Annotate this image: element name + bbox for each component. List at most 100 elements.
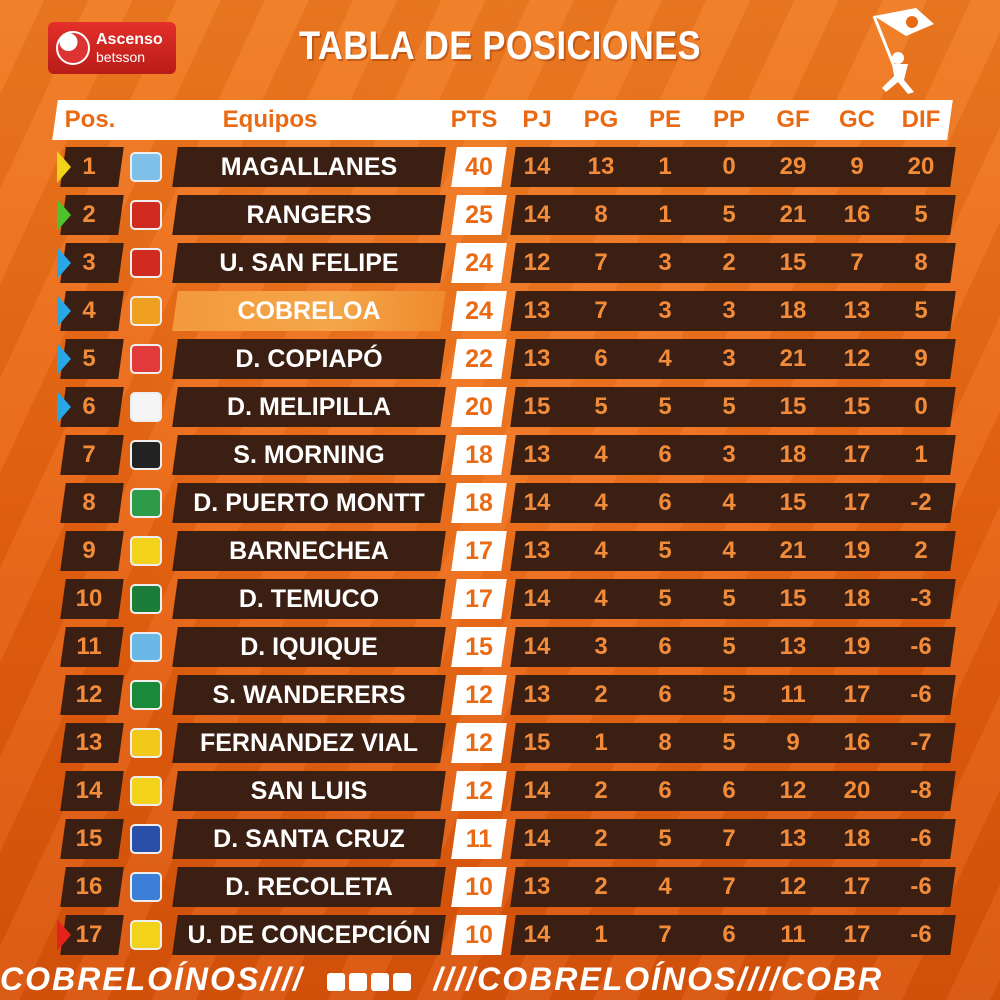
twitter-icon[interactable] bbox=[348, 972, 367, 991]
header-pts: PTS bbox=[450, 106, 498, 133]
stat-gf: 15 bbox=[779, 393, 807, 420]
team-crest-icon bbox=[130, 776, 162, 806]
stat-pj: 14 bbox=[523, 921, 551, 948]
stat-pe: 6 bbox=[658, 681, 672, 708]
stat-pe: 5 bbox=[658, 393, 672, 420]
stat-pe: 7 bbox=[658, 921, 672, 948]
stat-gf: 21 bbox=[779, 201, 807, 228]
stat-pg: 1 bbox=[594, 921, 608, 948]
stat-gf: 21 bbox=[779, 345, 807, 372]
table-row: 3 U. SAN FELIPE 24 12 7 3 2 15 7 8 bbox=[0, 243, 1000, 283]
stat-gf: 15 bbox=[779, 585, 807, 612]
footer-left-text: COBRELOÍNOS//// bbox=[0, 961, 304, 997]
stat-dif: 1 bbox=[914, 441, 928, 468]
stat-gf: 11 bbox=[780, 681, 806, 708]
facebook-icon[interactable] bbox=[326, 972, 345, 991]
team-crest-icon bbox=[130, 584, 162, 614]
stat-pe: 1 bbox=[658, 153, 672, 180]
instagram-icon[interactable] bbox=[370, 972, 389, 991]
stat-gc: 17 bbox=[843, 441, 871, 468]
stat-pp: 5 bbox=[722, 729, 736, 756]
stat-pp: 2 bbox=[722, 249, 736, 276]
points-value: 12 bbox=[465, 777, 493, 805]
header-dif: DIF bbox=[901, 106, 941, 133]
table-row: 6 D. MELIPILLA 20 15 5 5 5 15 15 0 bbox=[0, 387, 1000, 427]
points-value: 25 bbox=[465, 201, 493, 229]
position-number: 2 bbox=[82, 201, 96, 228]
stat-pg: 8 bbox=[594, 201, 608, 228]
team-name: U. SAN FELIPE bbox=[219, 249, 399, 277]
stat-gc: 15 bbox=[843, 393, 871, 420]
stat-dif: -8 bbox=[910, 777, 932, 804]
team-crest-icon bbox=[130, 536, 162, 566]
stat-pg: 2 bbox=[594, 825, 608, 852]
stat-gc: 13 bbox=[843, 297, 871, 324]
stat-gf: 21 bbox=[779, 537, 807, 564]
stat-gc: 7 bbox=[850, 249, 864, 276]
stat-dif: -2 bbox=[910, 489, 932, 516]
stat-dif: 2 bbox=[914, 537, 928, 564]
youtube-icon[interactable] bbox=[392, 972, 411, 991]
stat-pj: 13 bbox=[523, 681, 551, 708]
ball-icon bbox=[56, 31, 90, 65]
stat-gc: 17 bbox=[843, 873, 871, 900]
brand-line2: betsson bbox=[96, 49, 146, 65]
position-number: 11 bbox=[76, 633, 102, 660]
stat-dif: -7 bbox=[910, 729, 932, 756]
stat-pg: 7 bbox=[594, 297, 608, 324]
team-crest-icon bbox=[130, 488, 162, 518]
qualification-marker bbox=[57, 295, 71, 327]
stat-dif: 9 bbox=[914, 345, 928, 372]
position-number: 17 bbox=[75, 921, 103, 948]
stat-dif: -6 bbox=[910, 825, 932, 852]
position-number: 15 bbox=[75, 825, 103, 852]
stat-gc: 18 bbox=[843, 585, 871, 612]
header-gc: GC bbox=[839, 106, 875, 133]
team-name: D. IQUIQUE bbox=[240, 633, 378, 661]
stat-pj: 14 bbox=[523, 633, 551, 660]
points-value: 20 bbox=[465, 393, 493, 421]
qualification-marker bbox=[57, 247, 71, 279]
table-row: 12 S. WANDERERS 12 13 2 6 5 11 17 -6 bbox=[0, 675, 1000, 715]
stat-pe: 6 bbox=[658, 777, 672, 804]
points-value: 12 bbox=[465, 681, 493, 709]
team-name: RANGERS bbox=[246, 201, 372, 229]
points-value: 24 bbox=[465, 249, 493, 277]
qualification-marker bbox=[57, 919, 71, 951]
position-number: 1 bbox=[82, 153, 96, 180]
stat-pp: 7 bbox=[722, 873, 736, 900]
stat-pg: 3 bbox=[594, 633, 608, 660]
stat-pg: 5 bbox=[594, 393, 608, 420]
stat-pj: 14 bbox=[523, 201, 551, 228]
stat-gc: 17 bbox=[843, 489, 871, 516]
stat-dif: -3 bbox=[910, 585, 932, 612]
stat-pe: 4 bbox=[658, 873, 672, 900]
team-name: S. MORNING bbox=[233, 441, 385, 469]
stat-dif: -6 bbox=[910, 633, 932, 660]
team-crest-icon bbox=[130, 248, 162, 278]
table-row: 8 D. PUERTO MONTT 18 14 4 6 4 15 17 -2 bbox=[0, 483, 1000, 523]
position-number: 12 bbox=[75, 681, 103, 708]
stat-pj: 15 bbox=[523, 729, 551, 756]
stat-gc: 17 bbox=[843, 921, 871, 948]
stat-pj: 14 bbox=[523, 489, 551, 516]
stat-gc: 19 bbox=[843, 537, 871, 564]
team-name: MAGALLANES bbox=[220, 153, 398, 181]
stat-dif: -6 bbox=[910, 873, 932, 900]
position-number: 8 bbox=[82, 489, 96, 516]
table-row: 16 D. RECOLETA 10 13 2 4 7 12 17 -6 bbox=[0, 867, 1000, 907]
qualification-marker bbox=[57, 391, 71, 423]
stat-gf: 18 bbox=[779, 297, 807, 324]
stat-dif: 8 bbox=[914, 249, 928, 276]
stat-pe: 4 bbox=[658, 345, 672, 372]
points-value: 11 bbox=[465, 825, 493, 853]
team-name: D. TEMUCO bbox=[238, 585, 380, 613]
stat-pe: 1 bbox=[658, 201, 672, 228]
position-number: 16 bbox=[75, 873, 103, 900]
stat-dif: 5 bbox=[914, 201, 928, 228]
table-row: 2 RANGERS 25 14 8 1 5 21 16 5 bbox=[0, 195, 1000, 235]
team-crest-icon bbox=[130, 296, 162, 326]
table-row: 14 SAN LUIS 12 14 2 6 6 12 20 -8 bbox=[0, 771, 1000, 811]
stat-dif: 5 bbox=[914, 297, 928, 324]
stat-pp: 5 bbox=[722, 393, 736, 420]
